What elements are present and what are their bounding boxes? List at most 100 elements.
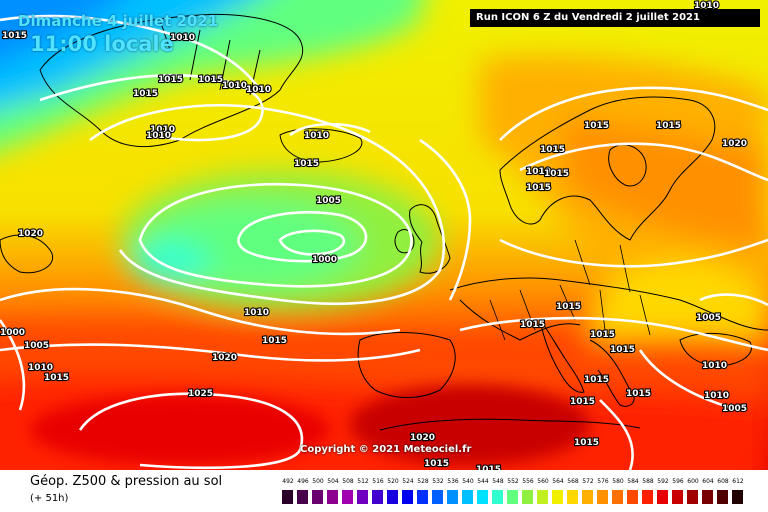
pressure-label: 1015: [540, 145, 565, 155]
pressure-label: 1010: [222, 81, 247, 91]
legend-label: 548: [492, 478, 504, 485]
copyright-notice: Copyright © 2021 Meteociel.fr: [300, 444, 472, 455]
pressure-label: 1015: [198, 75, 223, 85]
forecast-time: 11:00 locale: [30, 32, 174, 56]
legend-swatch: [342, 490, 353, 504]
legend-label: 612: [732, 478, 744, 485]
color-legend: 492 496 500 504 508 512 516 520 524 528 532 536 540 5…: [282, 478, 752, 506]
legend-swatch: [687, 490, 698, 504]
legend-label: 576: [597, 478, 609, 485]
pressure-label: 1000: [312, 255, 337, 265]
legend-label: 496: [297, 478, 309, 485]
legend-label: 564: [552, 478, 564, 485]
legend-swatch: [597, 490, 608, 504]
legend-label: 596: [672, 478, 684, 485]
pressure-label: 1015: [584, 375, 609, 385]
legend-swatch: [447, 490, 458, 504]
pressure-label: 1015: [294, 159, 319, 169]
legend-label: 540: [462, 478, 474, 485]
legend-label: 592: [657, 478, 669, 485]
legend-label: 512: [357, 478, 369, 485]
forecast-date: Dimanche 4 juillet 2021: [18, 12, 219, 30]
legend-swatch: [327, 490, 338, 504]
pressure-label: 1020: [722, 139, 747, 149]
legend-swatch: [657, 490, 668, 504]
map-canvas: 1015 1010 1015 1015 1010 1010 1015 1010 …: [0, 0, 768, 470]
legend-label: 500: [312, 478, 324, 485]
pressure-label: 1010: [702, 361, 727, 371]
map-footer: Géop. Z500 & pression au sol (+ 51h) 492…: [0, 470, 768, 512]
legend-swatch: [357, 490, 368, 504]
legend-label: 588: [642, 478, 654, 485]
legend-label: 516: [372, 478, 384, 485]
legend-label: 528: [417, 478, 429, 485]
pressure-label: 1015: [556, 302, 581, 312]
legend-swatch: [627, 490, 638, 504]
legend-label: 572: [582, 478, 594, 485]
legend-label: 524: [402, 478, 414, 485]
pressure-label: 1015: [610, 345, 635, 355]
pressure-label: 1005: [24, 341, 49, 351]
pressure-label: 1020: [212, 353, 237, 363]
legend-label: 600: [687, 478, 699, 485]
legend-label: 604: [702, 478, 714, 485]
forecast-offset: (+ 51h): [30, 493, 69, 504]
pressure-label: 1010: [28, 363, 53, 373]
legend-label: 584: [627, 478, 639, 485]
pressure-label: 1005: [316, 196, 341, 206]
pressure-label: 1005: [696, 313, 721, 323]
legend-swatch: [552, 490, 563, 504]
pressure-label: 1020: [410, 433, 435, 443]
legend-swatch: [522, 490, 533, 504]
legend-swatch: [372, 490, 383, 504]
legend-label: 532: [432, 478, 444, 485]
legend-swatch: [492, 490, 503, 504]
pressure-label: 1015: [158, 75, 183, 85]
pressure-label: 1005: [722, 404, 747, 414]
pressure-label: 1015: [626, 389, 651, 399]
legend-label: 536: [447, 478, 459, 485]
pressure-label: 1015: [476, 465, 501, 470]
legend-label: 504: [327, 478, 339, 485]
legend-swatch: [612, 490, 623, 504]
pressure-label: 1025: [188, 389, 213, 399]
legend-label: 492: [282, 478, 294, 485]
model-run-info: Run ICON 6 Z du Vendredi 2 juillet 2021: [470, 9, 760, 27]
legend-swatch: [732, 490, 743, 504]
legend-swatch: [702, 490, 713, 504]
legend-swatch: [582, 490, 593, 504]
legend-swatch: [432, 490, 443, 504]
legend-label: 556: [522, 478, 534, 485]
pressure-label: 1010: [150, 125, 175, 135]
pressure-label: 1000: [0, 328, 25, 338]
pressure-label: 1015: [2, 31, 27, 41]
pressure-label: 1015: [584, 121, 609, 131]
weather-map: 1015 1010 1015 1015 1010 1010 1015 1010 …: [0, 0, 768, 470]
legend-label: 520: [387, 478, 399, 485]
legend-label: 608: [717, 478, 729, 485]
pressure-label: 1015: [526, 183, 551, 193]
pressure-label: 1010: [146, 131, 171, 141]
pressure-label: 1015: [590, 330, 615, 340]
legend-swatch: [507, 490, 518, 504]
legend-label: 544: [477, 478, 489, 485]
legend-swatch: [642, 490, 653, 504]
legend-swatches: [282, 490, 752, 504]
legend-swatch: [717, 490, 728, 504]
pressure-label: 1015: [424, 459, 449, 469]
legend-swatch: [462, 490, 473, 504]
isobars: [0, 14, 768, 470]
legend-swatch: [387, 490, 398, 504]
legend-swatch: [402, 490, 413, 504]
pressure-label: 1010: [704, 391, 729, 401]
geopotential-field: [0, 0, 768, 470]
map-title: Géop. Z500 & pression au sol: [30, 474, 223, 489]
legend-swatch: [312, 490, 323, 504]
legend-swatch: [672, 490, 683, 504]
pressure-label: 1015: [520, 320, 545, 330]
legend-swatch: [567, 490, 578, 504]
legend-label: 552: [507, 478, 519, 485]
legend-label: 568: [567, 478, 579, 485]
pressure-label: 1015: [656, 121, 681, 131]
pressure-label: 1010: [244, 308, 269, 318]
